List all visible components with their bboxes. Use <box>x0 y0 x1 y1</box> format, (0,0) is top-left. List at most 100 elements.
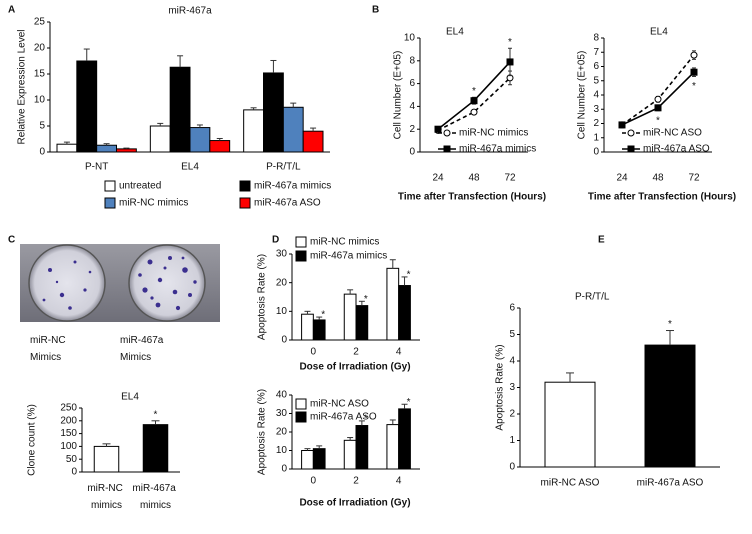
marker <box>654 104 662 112</box>
significance-label: * <box>154 409 158 420</box>
x-tick-label: 24 <box>616 173 628 184</box>
y-tick-label: 25 <box>34 17 46 28</box>
chart: E P-R/T/L 0 1 2 3 4 5 6 Apoptosis Rate (%) miR-NC … <box>495 235 720 489</box>
legend-swatch <box>239 180 251 192</box>
bar <box>282 106 304 153</box>
y-tick-label: 0 <box>71 467 77 478</box>
significance-label: * <box>364 294 368 305</box>
y-tick-label: 0 <box>281 335 287 346</box>
y-tick-label: 20 <box>276 277 288 288</box>
legend-label: miR-NC ASO <box>643 128 702 139</box>
y-tick-label: 6 <box>509 303 515 314</box>
legend-marker <box>627 129 635 137</box>
chart-title: EL4 <box>446 27 464 38</box>
bar <box>312 448 326 470</box>
bar <box>93 445 120 473</box>
legend-label: miR-467a mimics <box>310 251 387 262</box>
x-tick-label: miR-467a ASO <box>637 478 704 489</box>
chart-title: P-R/T/L <box>575 292 610 303</box>
marker <box>690 68 698 76</box>
y-tick-label: 1 <box>593 132 599 143</box>
bar <box>301 313 314 341</box>
chart-title: miR-467a <box>168 6 212 17</box>
marker <box>470 108 478 116</box>
significance-label: * <box>321 310 325 321</box>
y-tick-label: 4 <box>409 101 415 112</box>
legend-marker <box>627 145 635 153</box>
marker <box>470 97 478 105</box>
y-axis-label: Cell Number (E+05) <box>393 51 404 140</box>
x-tick-label: 4 <box>396 347 402 358</box>
y-tick-label: 1 <box>509 435 515 446</box>
legend-label: miR-467a ASO <box>643 144 710 155</box>
y-tick-label: 5 <box>39 121 45 132</box>
y-tick-label: 3 <box>509 382 515 393</box>
x-tick-label: miR-467a mimics <box>132 483 178 511</box>
x-axis-label: Time after Transfection (Hours) <box>588 192 736 203</box>
y-tick-label: 30 <box>276 408 288 419</box>
chart-title: EL4 <box>650 27 668 38</box>
legend-swatch <box>104 180 116 192</box>
y-axis-label: Cell Number (E+05) <box>577 51 588 140</box>
legend-label: miR-NC mimics <box>310 237 379 248</box>
x-tick-label: miR-NC mimics <box>87 483 125 511</box>
chart-title: EL4 <box>121 392 139 403</box>
legend-label: miR-467a mimics <box>459 144 536 155</box>
legend-swatch <box>295 398 307 410</box>
legend-label: miR-NC ASO <box>310 399 369 410</box>
x-axis-label: Dose of Irradiation (Gy) <box>299 498 410 509</box>
bar <box>76 60 98 153</box>
y-tick-label: 4 <box>509 356 515 367</box>
bar <box>355 305 369 341</box>
significance-label: * <box>407 270 411 281</box>
legend-swatch <box>104 197 116 209</box>
bar <box>398 408 411 470</box>
y-tick-label: 8 <box>409 55 415 66</box>
significance-label: * <box>668 319 672 330</box>
x-tick-label: EL4 <box>181 162 199 173</box>
bar <box>243 109 265 153</box>
y-tick-label: 0 <box>409 147 415 158</box>
y-tick-label: 10 <box>276 445 288 456</box>
y-tick-label: 6 <box>409 78 415 89</box>
y-tick-label: 0 <box>593 147 599 158</box>
y-tick-label: 6 <box>593 61 599 72</box>
panel-letter: E <box>598 235 605 246</box>
y-tick-label: 30 <box>276 249 288 260</box>
y-tick-label: 5 <box>593 75 599 86</box>
y-axis-label: Relative Expression Level <box>17 29 28 144</box>
bar <box>209 140 231 153</box>
x-tick-label: 2 <box>353 347 359 358</box>
x-axis-label: Time after Transfection (Hours) <box>398 192 546 203</box>
bar <box>386 424 400 470</box>
x-tick-label: 48 <box>468 173 480 184</box>
legend-label: miR-467a ASO <box>310 412 377 423</box>
y-tick-label: 20 <box>34 43 46 54</box>
photo-label: miR-NC Mimics <box>30 335 68 363</box>
legend-label: miR-467a mimics <box>254 181 331 192</box>
y-tick-label: 40 <box>276 390 288 401</box>
legend-swatch <box>295 250 307 262</box>
bar <box>343 293 357 341</box>
y-tick-label: 250 <box>60 403 77 414</box>
bar <box>398 285 411 341</box>
bar <box>142 424 169 473</box>
bar <box>116 148 137 153</box>
y-tick-label: 3 <box>593 104 599 115</box>
y-tick-label: 10 <box>276 306 288 317</box>
significance-label: * <box>364 414 368 425</box>
y-tick-label: 15 <box>34 69 46 80</box>
y-axis-label: Apoptosis Rate (%) <box>495 344 506 430</box>
y-tick-label: 2 <box>509 409 515 420</box>
y-tick-label: 8 <box>593 33 599 44</box>
marker <box>690 51 698 59</box>
bar <box>169 66 191 153</box>
x-tick-label: 48 <box>652 173 664 184</box>
x-tick-label: 0 <box>311 347 317 358</box>
y-tick-label: 150 <box>60 428 77 439</box>
y-axis-label: Apoptosis Rate (%) <box>257 254 268 340</box>
